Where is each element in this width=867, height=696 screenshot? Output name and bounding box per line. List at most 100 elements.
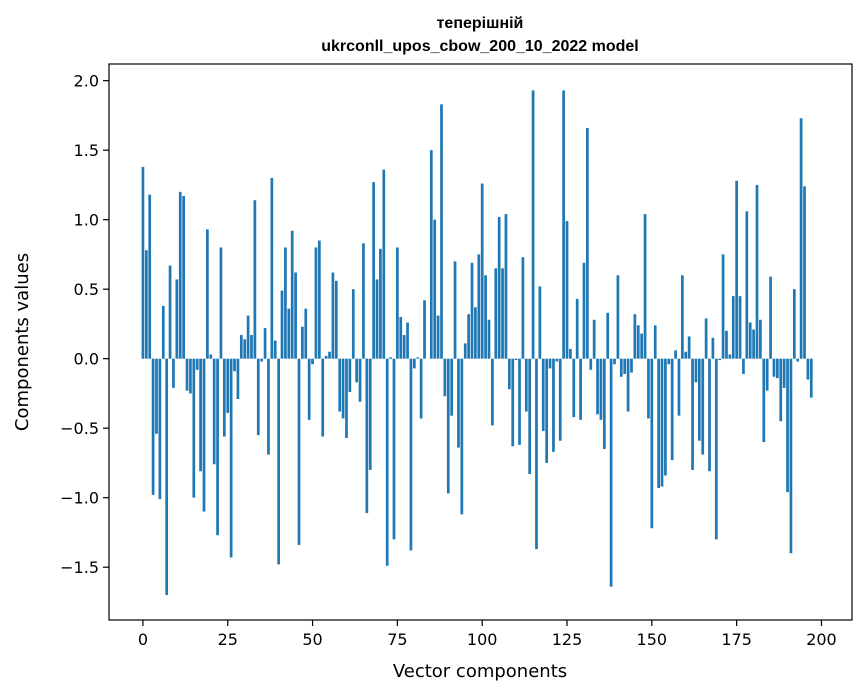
y-tick-label: −1.5: [60, 558, 99, 577]
bar-139: [613, 358, 616, 365]
bar-47: [301, 326, 304, 359]
bar-54: [324, 355, 328, 359]
bar-169: [714, 358, 718, 540]
bar-65: [362, 243, 365, 359]
bar-142: [623, 358, 627, 374]
bar-187: [776, 358, 779, 379]
bar-90: [446, 358, 450, 494]
bar-14: [189, 358, 192, 394]
bar-82: [419, 358, 423, 419]
bar-176: [738, 296, 742, 359]
bar-122: [555, 358, 559, 362]
bar-177: [742, 358, 745, 374]
bar-9: [172, 358, 175, 388]
bar-163: [694, 358, 698, 383]
bar-128: [575, 298, 579, 359]
bar-19: [206, 229, 209, 359]
bar-155: [667, 358, 671, 365]
bar-11: [178, 191, 182, 359]
y-tick-label: −1.0: [60, 489, 99, 508]
bar-191: [789, 358, 793, 554]
bar-31: [246, 315, 250, 359]
bar-6: [161, 305, 165, 359]
bar-146: [636, 325, 640, 359]
bar-85: [429, 150, 433, 359]
x-tick-label: 25: [218, 630, 238, 649]
bar-114: [528, 358, 532, 475]
bar-27: [233, 358, 236, 372]
bar-184: [765, 358, 769, 391]
bar-147: [640, 333, 644, 359]
bar-46: [297, 358, 301, 545]
bar-30: [243, 339, 247, 359]
bar-108: [507, 358, 511, 390]
bar-38: [270, 177, 274, 359]
bar-141: [619, 358, 623, 377]
bar-32: [250, 335, 253, 359]
bar-44: [290, 230, 294, 359]
bar-185: [769, 276, 772, 359]
bar-197: [809, 358, 813, 398]
bar-51: [314, 247, 318, 359]
plot-area-frame: [108, 63, 853, 621]
y-axis-ticks: −1.5 −1.0 −0.5 0.0 0.5 1.0 1.5 2.0: [60, 72, 109, 577]
chart-subtitle: ukrconll_upos_cbow_200_10_2022 model: [321, 38, 638, 55]
bar-178: [745, 211, 749, 359]
bar-13: [185, 358, 189, 391]
bar-75: [396, 247, 399, 359]
bar-126: [569, 348, 572, 359]
bar-131: [586, 127, 589, 359]
bar-37: [267, 358, 270, 455]
bar-102: [487, 319, 491, 359]
bar-33: [253, 200, 257, 359]
x-tick-label: 150: [637, 630, 668, 649]
bar-174: [731, 296, 735, 359]
bar-77: [402, 335, 406, 359]
bar-79: [409, 358, 413, 551]
bar-78: [406, 322, 409, 359]
chart-title: теперішній: [437, 15, 524, 32]
bar-48: [304, 308, 308, 359]
bar-136: [602, 358, 606, 450]
bar-151: [653, 325, 657, 359]
bar-104: [494, 268, 498, 359]
bar-73: [389, 357, 392, 359]
bar-91: [450, 358, 454, 416]
bar-127: [572, 358, 576, 418]
bar-86: [433, 219, 437, 359]
bar-71: [382, 169, 386, 359]
bar-133: [592, 319, 596, 359]
bar-109: [511, 358, 515, 447]
bar-160: [684, 351, 688, 359]
bar-17: [199, 358, 202, 472]
bar-179: [748, 322, 752, 359]
bar-134: [596, 358, 599, 415]
bar-70: [379, 248, 382, 359]
bar-57: [334, 280, 338, 359]
bar-112: [521, 257, 525, 359]
bar-172: [725, 330, 728, 359]
bar-35: [260, 358, 264, 362]
bar-0: [141, 166, 145, 359]
bar-181: [755, 184, 759, 359]
bar-94: [460, 358, 464, 515]
bar-93: [457, 358, 460, 448]
bar-159: [681, 275, 684, 359]
bar-125: [565, 221, 569, 359]
bar-161: [687, 336, 691, 359]
bar-41: [280, 290, 284, 359]
bar-99: [477, 254, 481, 359]
bar-10: [175, 279, 179, 359]
bar-167: [708, 358, 711, 472]
bar-55: [328, 351, 331, 359]
y-tick-label: 0.5: [74, 280, 99, 299]
bar-195: [803, 186, 806, 359]
bar-153: [660, 358, 664, 487]
bar-183: [762, 358, 766, 443]
bar-148: [643, 214, 647, 359]
bar-52: [317, 240, 321, 359]
bar-149: [647, 358, 650, 419]
bar-120: [548, 358, 552, 369]
bar-96: [467, 314, 470, 359]
bar-50: [311, 358, 314, 365]
